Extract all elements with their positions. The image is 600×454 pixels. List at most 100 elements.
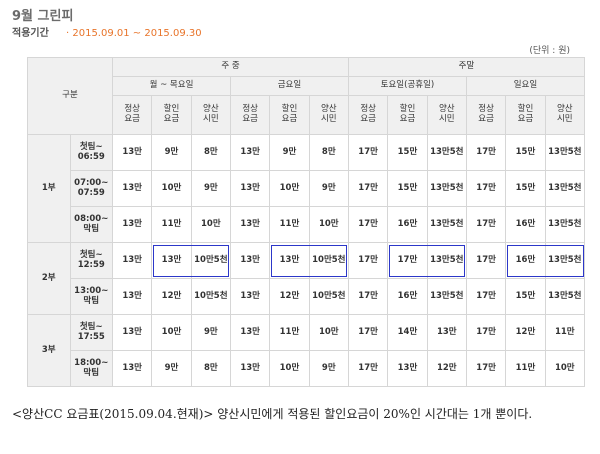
weekend-header: 주말 [347, 57, 586, 77]
fee-cell: 13만5천 [544, 206, 586, 243]
fee-cell: 12만 [505, 314, 546, 351]
highlight-box [388, 244, 466, 277]
time-slot: 13:00~ 막팀 [69, 278, 113, 315]
fee-cell: 17만 [465, 278, 507, 315]
fee-cell: 17만 [465, 206, 507, 243]
time-slot: 첫팀~ 17:55 [69, 314, 113, 351]
fee-cell: 11만 [269, 206, 310, 243]
table-row: 3부 첫팀~ 17:55 13만 10만 9만 13만 11만 10만 17만 14만 13만 17만 1… [27, 314, 586, 387]
fee-cell: 13만 [111, 134, 153, 171]
part-label: 1부 [27, 134, 71, 243]
fee-cell: 13만 [229, 314, 271, 351]
fee-type-header: 정상 요금 [347, 95, 389, 135]
period-label: 적용기간 [12, 28, 49, 39]
fee-cell: 13만 [111, 350, 153, 387]
fee-cell: 13만 [111, 206, 153, 243]
fee-cell: 13만 [151, 242, 192, 279]
fee-cell: 16만 [505, 206, 546, 243]
fee-cell: 17만 [347, 242, 389, 279]
fee-type-header: 정상 요금 [465, 95, 507, 135]
fee-cell: 17만 [347, 314, 389, 351]
fee-cell: 10만 [190, 206, 231, 243]
table-row: 18:00~ 막팀 13만 9만 8만 13만 10만 9만 17만 13만 12만 17만 11만 10… [28, 350, 586, 387]
fee-cell: 13만 [387, 350, 428, 387]
table-row: 08:00~ 막팀 13만 11만 10만 13만 11만 10만 17만 16만 13만5천 17만… [28, 206, 586, 243]
green-fee-table: 구분 주 중 주말 월 ~ 목요일 금요일 토요일(공휴일) 일요일 정상 요금 할인 요금… [27, 57, 586, 387]
weekday-header: 주 중 [112, 57, 349, 77]
fee-cell: 13만5천 [426, 278, 467, 315]
fee-cell: 16만 [387, 278, 428, 315]
fee-cell: 10만 [269, 350, 310, 387]
fee-cell: 17만 [347, 206, 389, 243]
day-header: 월 ~ 목요일 [112, 76, 231, 96]
day-header: 토요일(공휴일) [347, 76, 467, 96]
fee-cell: 13만 [269, 242, 310, 279]
fee-cell: 9만 [190, 170, 231, 207]
fee-cell: 10만 [544, 350, 586, 387]
fee-cell: 16만 [505, 242, 546, 279]
fee-cell: 13만 [426, 314, 467, 351]
time-slot: 18:00~ 막팀 [69, 350, 113, 387]
fee-cell: 9만 [269, 134, 310, 171]
caption: <양산CC 요금표(2015.09.04.현재)> 양산시민에게 적용된 할인요… [12, 407, 533, 421]
highlight-box [270, 244, 348, 277]
period-value: · 2015.09.01 ~ 2015.09.30 [66, 28, 202, 39]
fee-cell: 17만 [465, 134, 507, 171]
fee-cell: 13만 [229, 134, 271, 171]
fee-cell: 13만 [229, 206, 271, 243]
fee-cell: 13만5천 [544, 242, 586, 279]
fee-type-header: 할인 요금 [387, 95, 428, 135]
fee-type-header: 양산 시민 [190, 95, 231, 135]
fee-cell: 11만 [544, 314, 586, 351]
fee-cell: 10만 [308, 206, 349, 243]
fee-cell: 16만 [387, 206, 428, 243]
fee-cell: 15만 [387, 170, 428, 207]
fee-cell: 12만 [151, 278, 192, 315]
fee-cell: 14만 [387, 314, 428, 351]
fee-cell: 10만 [308, 314, 349, 351]
fee-type-header: 양산 시민 [308, 95, 349, 135]
highlight-box [506, 244, 584, 277]
part-label: 3부 [27, 314, 71, 387]
fee-type-header: 할인 요금 [151, 95, 192, 135]
fee-cell: 8만 [308, 134, 349, 171]
day-header: 금요일 [229, 76, 349, 96]
application-period: 적용기간 · 2015.09.01 ~ 2015.09.30 [12, 24, 202, 39]
table-row: 13:00~ 막팀 13만 12만 10만5천 13만 12만 10만5천 17만 16만 13만5… [28, 278, 586, 315]
fee-cell: 13만 [111, 242, 153, 279]
fee-cell: 13만 [111, 278, 153, 315]
fee-cell: 17만 [347, 134, 389, 171]
fee-cell: 9만 [151, 134, 192, 171]
fee-type-header: 정상 요금 [229, 95, 271, 135]
highlight-box [152, 244, 230, 277]
fee-cell: 9만 [151, 350, 192, 387]
unit-note: (단위 : 원) [529, 46, 570, 56]
gubun-header: 구분 [27, 57, 113, 135]
fee-cell: 15만 [505, 134, 546, 171]
fee-type-header: 양산 시민 [544, 95, 586, 135]
page-title: 9월 그린피 [12, 9, 74, 24]
fee-cell: 10만 [151, 170, 192, 207]
fee-cell: 17만 [465, 170, 507, 207]
fee-cell: 15만 [387, 134, 428, 171]
fee-cell: 9만 [190, 314, 231, 351]
fee-cell: 12만 [269, 278, 310, 315]
time-slot: 첫팀~ 12:59 [69, 242, 113, 279]
fee-type-header: 할인 요금 [505, 95, 546, 135]
fee-cell: 13만 [111, 314, 153, 351]
time-slot: 첫팀~ 06:59 [69, 134, 113, 171]
fee-cell: 10만5천 [190, 242, 231, 279]
fee-cell: 13만 [229, 278, 271, 315]
fee-cell: 9만 [308, 170, 349, 207]
fee-cell: 10만 [269, 170, 310, 207]
table-row: 1부 첫팀~ 06:59 13만 9만 8만 13만 9만 8만 17만 15만 13만5천 17만 15… [27, 134, 586, 243]
time-slot: 08:00~ 막팀 [69, 206, 113, 243]
fee-cell: 10만5천 [190, 278, 231, 315]
fee-cell: 17만 [347, 170, 389, 207]
fee-cell: 13만 [229, 350, 271, 387]
fee-cell: 17만 [387, 242, 428, 279]
fee-cell: 13만5천 [426, 170, 467, 207]
day-header: 일요일 [465, 76, 586, 96]
fee-cell: 13만5천 [544, 134, 586, 171]
part-label: 2부 [27, 242, 71, 315]
